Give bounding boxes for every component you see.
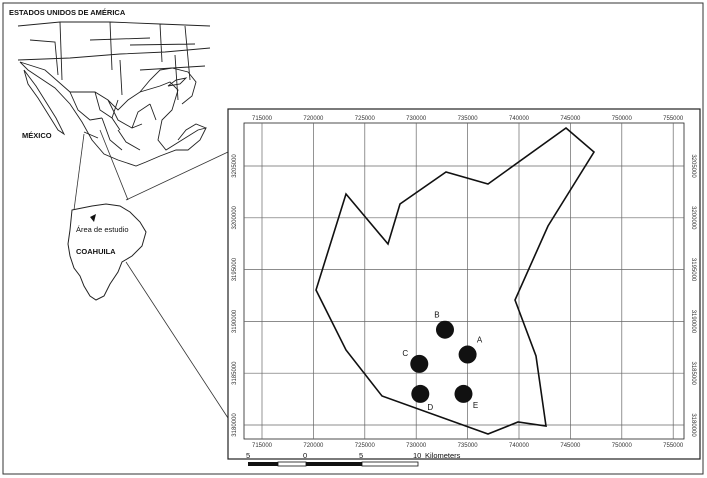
scale-bar: 5 0 5 10 Kilometers: [246, 451, 461, 467]
coahuila-outline: [67, 203, 147, 301]
gulf-coast: [139, 67, 197, 105]
scale-label-0: 0: [303, 451, 307, 460]
label-mexico: MÉXICO: [22, 131, 52, 140]
scale-bar-segment-4: [361, 461, 419, 467]
detail-map-frame: [227, 108, 701, 460]
label-area-de-estudio: Área de estudio: [76, 225, 129, 234]
leader-lines: [125, 151, 229, 419]
tick-label-northing-right: 3185000: [690, 362, 696, 386]
tick-label-northing-right: 3200000: [690, 206, 696, 230]
scale-unit-label: Kilometers: [425, 451, 461, 460]
scale-bar-segment-3: [306, 462, 362, 466]
tick-label-northing-left: 3180000: [232, 413, 238, 437]
caribbean-island: [167, 77, 188, 87]
sampling-site-label-d: D: [427, 403, 433, 412]
sampling-site-label-a: A: [477, 336, 483, 345]
tick-label-easting-top: 735000: [458, 116, 479, 122]
tick-label-northing-right: 3190000: [690, 310, 696, 334]
tick-label-northing-left: 3195000: [232, 257, 238, 281]
tick-label-easting-top: 755000: [663, 116, 684, 122]
tick-label-northing-right: 3195000: [690, 258, 696, 282]
tick-label-easting-top: 740000: [509, 116, 530, 122]
sampling-site-label-c: C: [402, 349, 408, 358]
tick-label-easting-top: 720000: [303, 116, 324, 122]
tick-label-easting-bottom: 745000: [560, 443, 581, 449]
tick-label-easting-top: 750000: [612, 116, 633, 122]
tick-label-northing-right: 3180000: [690, 413, 696, 437]
tick-label-easting-top: 745000: [560, 116, 581, 122]
detail-map-grid-frame: [243, 122, 685, 440]
yucatan: [177, 123, 207, 141]
scale-bar-segment-2: [277, 461, 307, 467]
sampling-sites: A B C D E: [402, 311, 483, 412]
sampling-site-label-e: E: [473, 401, 478, 410]
study-area-marker: [90, 214, 96, 222]
tick-label-easting-top: 730000: [406, 116, 427, 122]
tick-label-easting-bottom: 755000: [663, 443, 684, 449]
tick-label-easting-bottom: 730000: [406, 443, 427, 449]
tick-label-easting-bottom: 720000: [303, 443, 324, 449]
sampling-site-d: [411, 384, 430, 403]
tick-label-northing-right: 3205000: [690, 154, 696, 178]
tick-label-easting-bottom: 725000: [355, 443, 376, 449]
baja-california: [23, 69, 66, 136]
projection-lines: [73, 129, 129, 211]
coordinate-grid: [244, 123, 684, 439]
tick-label-easting-bottom: 750000: [612, 443, 633, 449]
label-coahuila: COAHUILA: [76, 247, 116, 256]
sampling-site-e: [454, 384, 473, 403]
tick-label-easting-bottom: 715000: [252, 443, 273, 449]
tick-label-easting-bottom: 740000: [509, 443, 530, 449]
tick-label-northing-left: 3200000: [232, 205, 238, 229]
scale-bar-segment-1: [248, 462, 278, 466]
sampling-site-a: [458, 345, 477, 364]
scale-label-5: 5: [359, 451, 363, 460]
mexico-state-lines: [69, 91, 157, 151]
sampling-site-b: [435, 320, 454, 339]
label-estados-unidos: ESTADOS UNIDOS DE AMÉRICA: [9, 8, 126, 17]
sampling-site-c: [410, 354, 429, 373]
mexico-inset-map: [17, 21, 211, 167]
scale-label-10: 10: [413, 451, 421, 460]
tick-label-easting-top: 715000: [252, 116, 273, 122]
tick-label-easting-top: 725000: [355, 116, 376, 122]
tick-label-northing-left: 3205000: [232, 154, 238, 178]
tick-label-northing-left: 3190000: [232, 309, 238, 333]
sampling-site-label-b: B: [434, 311, 439, 320]
study-area-polygon: [315, 126, 596, 435]
scale-label-5-left: 5: [246, 451, 250, 460]
mexico-outline: [19, 61, 207, 167]
grid-tick-labels: 715000 715000 720000 720000 725000 725000 7300…: [232, 116, 696, 449]
tick-label-northing-left: 3185000: [232, 361, 238, 385]
tick-label-easting-bottom: 735000: [458, 443, 479, 449]
